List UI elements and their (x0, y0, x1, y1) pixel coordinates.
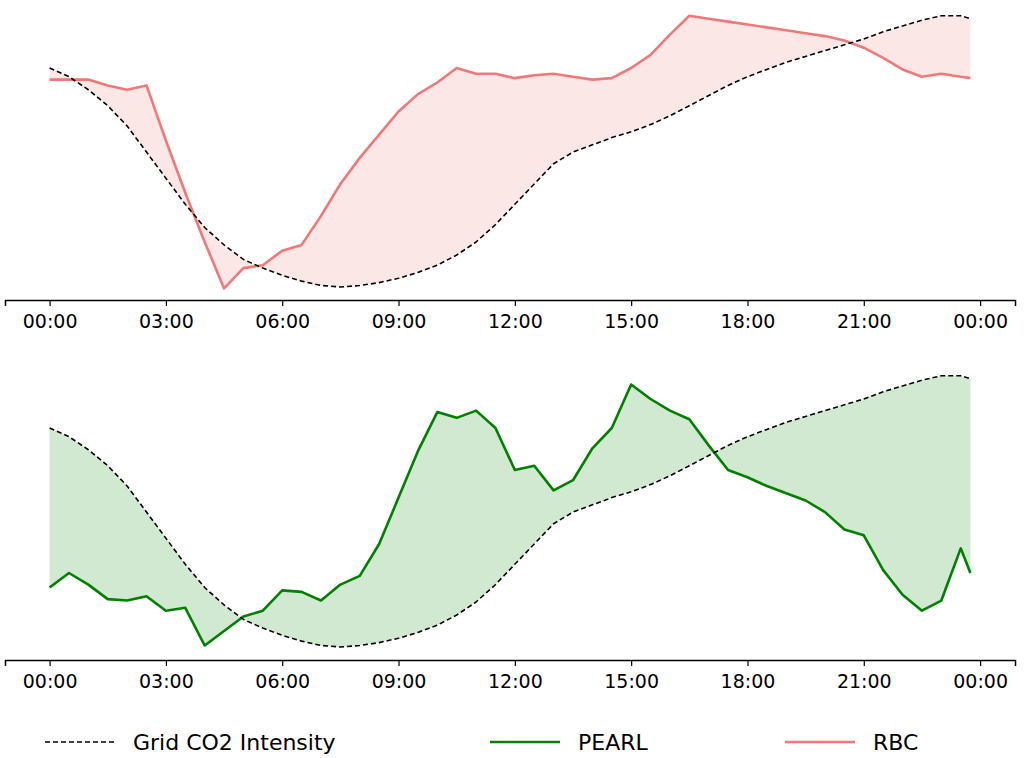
series-line (50, 16, 971, 287)
tick-mark (980, 300, 981, 306)
chart-canvas: 00:00 03:00 06:00 09:00 12:00 15:00 18:00 21:00… (0, 0, 1024, 758)
fill-between (50, 16, 971, 289)
tick-mark (864, 300, 865, 306)
tick-mark (166, 660, 167, 666)
legend-swatch (45, 741, 115, 743)
tick-mark (282, 660, 283, 666)
legend-item: PEARL (490, 730, 649, 755)
tick-label: 06:00 (255, 310, 310, 332)
x-tick: 06:00 (255, 300, 310, 332)
tick-label: 18:00 (721, 670, 776, 692)
x-tick: 09:00 (372, 300, 427, 332)
x-tick: 12:00 (488, 300, 543, 332)
legend-label: Grid CO2 Intensity (133, 730, 336, 755)
x-tick: 00:00 (23, 300, 78, 332)
axis-line (6, 661, 1016, 667)
fill-between (50, 376, 971, 647)
x-tick: 03:00 (139, 300, 194, 332)
tick-mark (631, 300, 632, 306)
plot-area (50, 376, 971, 647)
x-tick: 00:00 (23, 660, 78, 692)
tick-label: 03:00 (139, 670, 194, 692)
panel-0: 00:00 03:00 06:00 09:00 12:00 15:00 18:00 21:00… (6, 16, 1016, 333)
legend-item: RBC (785, 730, 918, 755)
tick-mark (398, 300, 399, 306)
tick-mark (49, 300, 50, 306)
tick-label: 03:00 (139, 310, 194, 332)
x-axis: 00:00 03:00 06:00 09:00 12:00 15:00 18:00 21:00… (6, 300, 1016, 332)
x-tick: 00:00 (953, 300, 1008, 332)
x-tick: 06:00 (255, 660, 310, 692)
x-tick: 12:00 (488, 660, 543, 692)
x-tick: 09:00 (372, 660, 427, 692)
x-tick: 18:00 (721, 300, 776, 332)
tick-label: 21:00 (837, 670, 892, 692)
x-tick: 21:00 (837, 300, 892, 332)
plot-area (50, 16, 971, 289)
x-tick: 18:00 (721, 660, 776, 692)
tick-mark (166, 300, 167, 306)
legend: Grid CO2 Intensity PEARL RBC (45, 730, 918, 755)
tick-mark (631, 660, 632, 666)
tick-mark (515, 660, 516, 666)
tick-label: 09:00 (372, 670, 427, 692)
tick-label: 00:00 (23, 310, 78, 332)
series-line (50, 16, 971, 289)
legend-label: PEARL (578, 730, 649, 755)
tick-label: 12:00 (488, 670, 543, 692)
axis-line (6, 301, 1016, 307)
tick-label: 15:00 (604, 670, 659, 692)
tick-mark (980, 660, 981, 666)
tick-label: 12:00 (488, 310, 543, 332)
tick-label: 21:00 (837, 310, 892, 332)
legend-item: Grid CO2 Intensity (45, 730, 336, 755)
x-tick: 15:00 (604, 300, 659, 332)
tick-label: 06:00 (255, 670, 310, 692)
tick-label: 09:00 (372, 310, 427, 332)
tick-mark (515, 300, 516, 306)
series-line (50, 385, 971, 646)
x-tick: 15:00 (604, 660, 659, 692)
tick-mark (747, 300, 748, 306)
tick-label: 18:00 (721, 310, 776, 332)
tick-label: 15:00 (604, 310, 659, 332)
tick-label: 00:00 (23, 670, 78, 692)
x-tick: 03:00 (139, 660, 194, 692)
tick-mark (747, 660, 748, 666)
tick-mark (864, 660, 865, 666)
panel-1: 00:00 03:00 06:00 09:00 12:00 15:00 18:00 21:00… (6, 376, 1016, 693)
series-line (50, 376, 971, 647)
x-tick: 00:00 (953, 660, 1008, 692)
x-tick: 21:00 (837, 660, 892, 692)
legend-label: RBC (873, 730, 918, 755)
legend-swatch (785, 741, 855, 744)
x-axis: 00:00 03:00 06:00 09:00 12:00 15:00 18:00 21:00… (6, 660, 1016, 692)
tick-label: 00:00 (953, 670, 1008, 692)
legend-swatch (490, 741, 560, 744)
tick-mark (282, 300, 283, 306)
tick-mark (49, 660, 50, 666)
tick-mark (398, 660, 399, 666)
tick-label: 00:00 (953, 310, 1008, 332)
